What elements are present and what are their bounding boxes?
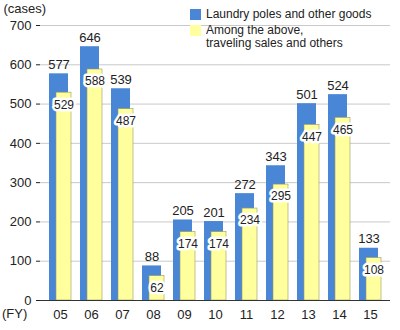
svg-text:295: 295 bbox=[271, 189, 291, 203]
svg-text:07: 07 bbox=[115, 307, 129, 322]
svg-text:08: 08 bbox=[146, 307, 160, 322]
svg-text:10: 10 bbox=[208, 307, 222, 322]
svg-text:588: 588 bbox=[85, 74, 105, 88]
svg-text:12: 12 bbox=[270, 307, 284, 322]
svg-text:205: 205 bbox=[172, 203, 194, 218]
svg-text:05: 05 bbox=[53, 307, 67, 322]
svg-text:465: 465 bbox=[333, 123, 353, 137]
svg-text:200: 200 bbox=[10, 214, 32, 229]
svg-text:272: 272 bbox=[234, 177, 256, 192]
svg-text:501: 501 bbox=[296, 87, 318, 102]
svg-text:577: 577 bbox=[48, 57, 70, 72]
svg-text:108: 108 bbox=[364, 263, 384, 277]
svg-text:201: 201 bbox=[203, 205, 225, 220]
svg-text:343: 343 bbox=[265, 149, 287, 164]
svg-text:13: 13 bbox=[301, 307, 315, 322]
svg-text:62: 62 bbox=[150, 281, 164, 295]
svg-text:15: 15 bbox=[363, 307, 377, 322]
svg-text:174: 174 bbox=[178, 237, 198, 251]
svg-text:234: 234 bbox=[240, 213, 260, 227]
svg-text:529: 529 bbox=[54, 98, 74, 112]
svg-text:09: 09 bbox=[177, 307, 191, 322]
svg-text:487: 487 bbox=[116, 114, 136, 128]
svg-text:400: 400 bbox=[10, 136, 32, 151]
svg-text:646: 646 bbox=[79, 30, 101, 45]
svg-text:100: 100 bbox=[10, 253, 32, 268]
svg-text:300: 300 bbox=[10, 175, 32, 190]
svg-text:(cases): (cases) bbox=[4, 1, 47, 16]
html-text:Among the above, traveling sal: Among the above, traveling sales and oth… bbox=[206, 23, 343, 50]
svg-text:133: 133 bbox=[358, 231, 380, 246]
svg-text:11: 11 bbox=[240, 307, 254, 322]
html-text:Laundry poles and other goods: Laundry poles and other goods bbox=[206, 7, 372, 21]
svg-text:0: 0 bbox=[24, 293, 31, 308]
svg-text:600: 600 bbox=[10, 57, 32, 72]
html-text:(FY): (FY) bbox=[2, 306, 28, 321]
svg-text:500: 500 bbox=[10, 96, 32, 111]
svg-text:174: 174 bbox=[209, 237, 229, 251]
svg-text:524: 524 bbox=[327, 78, 349, 93]
svg-text:447: 447 bbox=[302, 130, 322, 144]
svg-text:700: 700 bbox=[10, 18, 32, 33]
svg-text:88: 88 bbox=[145, 249, 159, 264]
svg-text:06: 06 bbox=[84, 307, 98, 322]
svg-text:14: 14 bbox=[332, 307, 346, 322]
svg-text:539: 539 bbox=[110, 72, 132, 87]
